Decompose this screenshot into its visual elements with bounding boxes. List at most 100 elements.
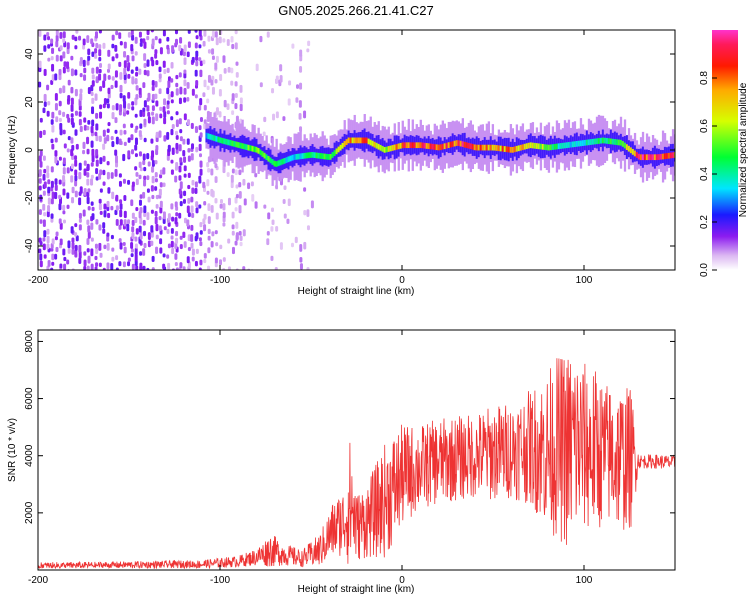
- spectrogram-cell: [155, 60, 159, 66]
- spectrogram-cell: [226, 103, 230, 111]
- spectrogram-cell: [110, 234, 114, 240]
- spectrogram-cell: [63, 61, 67, 67]
- spectrogram-cell: [249, 145, 252, 152]
- spectrogram-cell: [99, 188, 103, 193]
- spectrogram-cell: [167, 80, 171, 88]
- spectrogram-cell: [174, 175, 178, 183]
- spectrogram-cell: [235, 115, 239, 123]
- spectrogram-cell: [98, 49, 102, 57]
- spectrogram-cell: [142, 38, 146, 44]
- spectrogram-cell: [151, 79, 155, 86]
- spectrogram-cell: [147, 240, 151, 248]
- spectrogram-cell: [147, 161, 151, 167]
- y-tick-label: 2000: [24, 501, 35, 524]
- spectrogram-cell: [599, 137, 603, 144]
- spectrogram-cell: [151, 194, 155, 200]
- spectrogram-cell: [231, 93, 235, 101]
- spectrogram-cell: [127, 179, 131, 185]
- spectrogram-cell: [119, 219, 123, 226]
- spectrogram-cell: [82, 141, 86, 150]
- spectrogram-cell: [254, 201, 258, 209]
- spectrogram-cell: [139, 109, 143, 117]
- spectrogram-cell: [379, 144, 382, 151]
- spectrogram-cell: [199, 98, 203, 106]
- spectrogram-cell: [227, 66, 231, 73]
- spectrogram-cell: [231, 43, 235, 50]
- spectrogram-cell: [303, 110, 307, 119]
- x-tick-label: 100: [576, 275, 593, 286]
- spectrogram-cell: [146, 105, 150, 112]
- spectrogram-cell: [663, 153, 667, 160]
- spectrogram-cell: [103, 210, 107, 218]
- spectrogram-cell: [91, 213, 95, 221]
- spectrogram-cell: [195, 207, 199, 214]
- spectrogram-cell: [83, 251, 87, 256]
- spectrogram-cell: [151, 267, 155, 270]
- spectrogram-cell: [102, 80, 106, 88]
- spectrogram-cell: [565, 142, 569, 149]
- spectrogram-cell: [207, 49, 211, 54]
- spectrogram-cell: [299, 256, 303, 263]
- spectrogram-cell: [609, 138, 613, 145]
- colorbar: 0.0 0.2 0.4 0.6 0.8 Normalized spectral ampl…: [699, 30, 749, 277]
- spectrogram-cell: [195, 232, 199, 240]
- spectrogram-cell: [147, 116, 151, 124]
- spectrogram-cell: [123, 246, 127, 254]
- spectrogram-cell: [507, 146, 511, 153]
- spectrogram-cell: [118, 61, 122, 68]
- spectrogram-cell: [235, 193, 239, 199]
- spectrogram-cell: [98, 203, 102, 211]
- spectrogram-cell: [134, 243, 138, 249]
- spectrogram-cell: [70, 113, 74, 118]
- spectrogram-cell: [86, 191, 90, 198]
- spectrogram-cell: [451, 141, 454, 147]
- spectrogram-cell: [38, 209, 42, 216]
- spectrogram-cell: [211, 55, 215, 60]
- spectrogram-cell: [47, 204, 51, 213]
- spectrogram-cell: [154, 36, 158, 41]
- spectrogram-cell: [239, 118, 243, 125]
- spectrogram-cell: [187, 41, 191, 49]
- spectrogram-cell: [50, 267, 54, 270]
- spectrogram-cell: [219, 259, 223, 266]
- spectrogram-cell: [162, 60, 166, 68]
- spectrogram-cell: [38, 248, 42, 254]
- spectrogram-cell: [154, 81, 158, 88]
- spectrogram-cell: [62, 167, 66, 175]
- spectrogram-cell: [194, 260, 198, 267]
- spectrogram-cell: [643, 154, 647, 161]
- spectrogram-cell: [174, 216, 178, 225]
- spectrogram-cell: [142, 191, 146, 199]
- spectrogram-cell: [183, 241, 187, 248]
- spectrogram-cell: [54, 191, 58, 200]
- spectrogram-cell: [90, 91, 94, 96]
- spectrogram-cell: [38, 155, 42, 162]
- spectrogram-cell: [43, 101, 47, 108]
- spectrogram-cell: [203, 213, 207, 220]
- spectrogram-cell: [94, 243, 98, 249]
- spectrogram-cell: [150, 225, 154, 233]
- spectrogram-cell: [119, 40, 123, 46]
- spectrogram-cell: [62, 38, 66, 43]
- spectrogram-cell: [331, 152, 334, 158]
- spectrogram-cell: [239, 84, 243, 93]
- spectrogram-cell: [187, 197, 191, 204]
- spectrogram-cell: [159, 200, 163, 208]
- spectrogram-cell: [146, 30, 150, 36]
- spectrogram-cell: [509, 146, 513, 153]
- spectrogram-cell: [170, 99, 174, 104]
- spectrogram-cell: [119, 72, 123, 80]
- spectrogram-cell: [90, 125, 94, 134]
- spectrogram-cell: [103, 73, 107, 82]
- spectrogram-cell: [242, 266, 246, 270]
- spectrogram-cell: [110, 205, 114, 211]
- colorbar-scale: [712, 30, 738, 270]
- spectrogram-cell: [139, 123, 143, 129]
- spectrogram-cell: [166, 44, 170, 50]
- spectrogram-cell: [162, 182, 166, 188]
- spectrogram-cell: [627, 145, 631, 152]
- figure-title: GN05.2025.266.21.41.C27: [278, 3, 433, 18]
- spectrogram-cell: [86, 237, 90, 246]
- spectrogram-cell: [151, 105, 155, 111]
- spectrogram-cell: [91, 106, 95, 115]
